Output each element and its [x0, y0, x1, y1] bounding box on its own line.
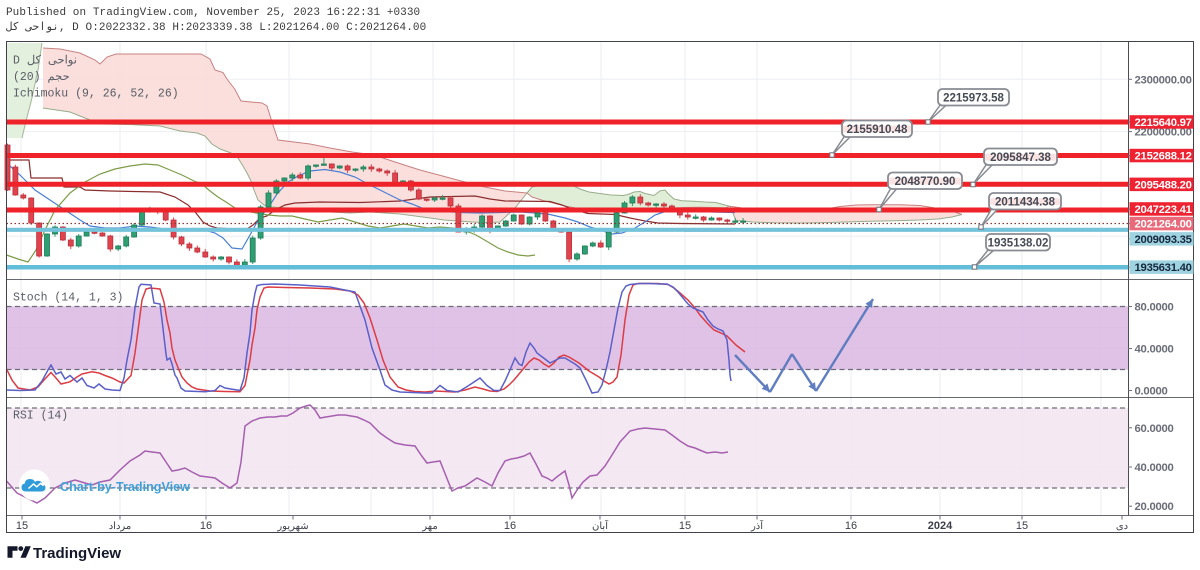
svg-text:شهریور: شهریور	[276, 521, 308, 532]
svg-text:آبان: آبان	[592, 519, 609, 532]
svg-text:2009093.35: 2009093.35	[1135, 234, 1192, 246]
svg-text:2011434.38: 2011434.38	[995, 196, 1056, 208]
svg-text:16: 16	[845, 520, 857, 532]
svg-text:20.0000: 20.0000	[1135, 501, 1174, 513]
svg-text:D نواحی کل: D نواحی کل	[13, 54, 77, 68]
svg-text:2152688.12: 2152688.12	[1135, 151, 1192, 163]
svg-text:Stoch (14, 1, 3): Stoch (14, 1, 3)	[13, 292, 123, 305]
svg-text:16: 16	[200, 520, 212, 532]
svg-text:1935138.02: 1935138.02	[988, 237, 1049, 249]
svg-text:2047223.41: 2047223.41	[1135, 204, 1192, 216]
svg-text:مهر: مهر	[421, 521, 437, 532]
svg-text:(20) حجم: (20) حجم	[13, 71, 70, 84]
svg-text:2300000.00: 2300000.00	[1135, 74, 1192, 86]
svg-text:2200000.00: 2200000.00	[1135, 127, 1192, 139]
svg-text:مرداد: مرداد	[109, 521, 132, 532]
svg-text:Ichimoku (9, 26, 52, 26): Ichimoku (9, 26, 52, 26)	[13, 88, 179, 101]
svg-text:Chart-by-TradingView: Chart-by-TradingView	[60, 480, 190, 494]
svg-text:2024: 2024	[928, 520, 953, 532]
svg-text:2215973.58: 2215973.58	[943, 92, 1004, 104]
svg-text:15: 15	[679, 520, 691, 532]
svg-text:2021264.00: 2021264.00	[1135, 219, 1192, 231]
svg-text:16: 16	[504, 520, 516, 532]
svg-text:40.0000: 40.0000	[1135, 462, 1174, 474]
svg-text:80.0000: 80.0000	[1135, 302, 1174, 314]
svg-text:2095488.20: 2095488.20	[1135, 179, 1192, 191]
svg-text:RSI (14): RSI (14)	[13, 410, 68, 423]
svg-text:2155910.48: 2155910.48	[847, 124, 908, 136]
svg-text:2048770.90: 2048770.90	[895, 176, 956, 188]
svg-text:آذر: آذر	[750, 519, 764, 532]
svg-text:دی: دی	[1116, 521, 1128, 532]
svg-text:TradingView: TradingView	[33, 545, 121, 562]
svg-text:15: 15	[1016, 520, 1028, 532]
svg-text:1935631.40: 1935631.40	[1135, 262, 1192, 274]
svg-text:2095847.38: 2095847.38	[990, 152, 1051, 164]
svg-text:2215640.97: 2215640.97	[1135, 117, 1192, 129]
svg-text:15: 15	[16, 520, 28, 532]
svg-text:0.0000: 0.0000	[1135, 386, 1168, 398]
svg-text:40.0000: 40.0000	[1135, 344, 1174, 356]
svg-text:60.0000: 60.0000	[1135, 423, 1174, 435]
